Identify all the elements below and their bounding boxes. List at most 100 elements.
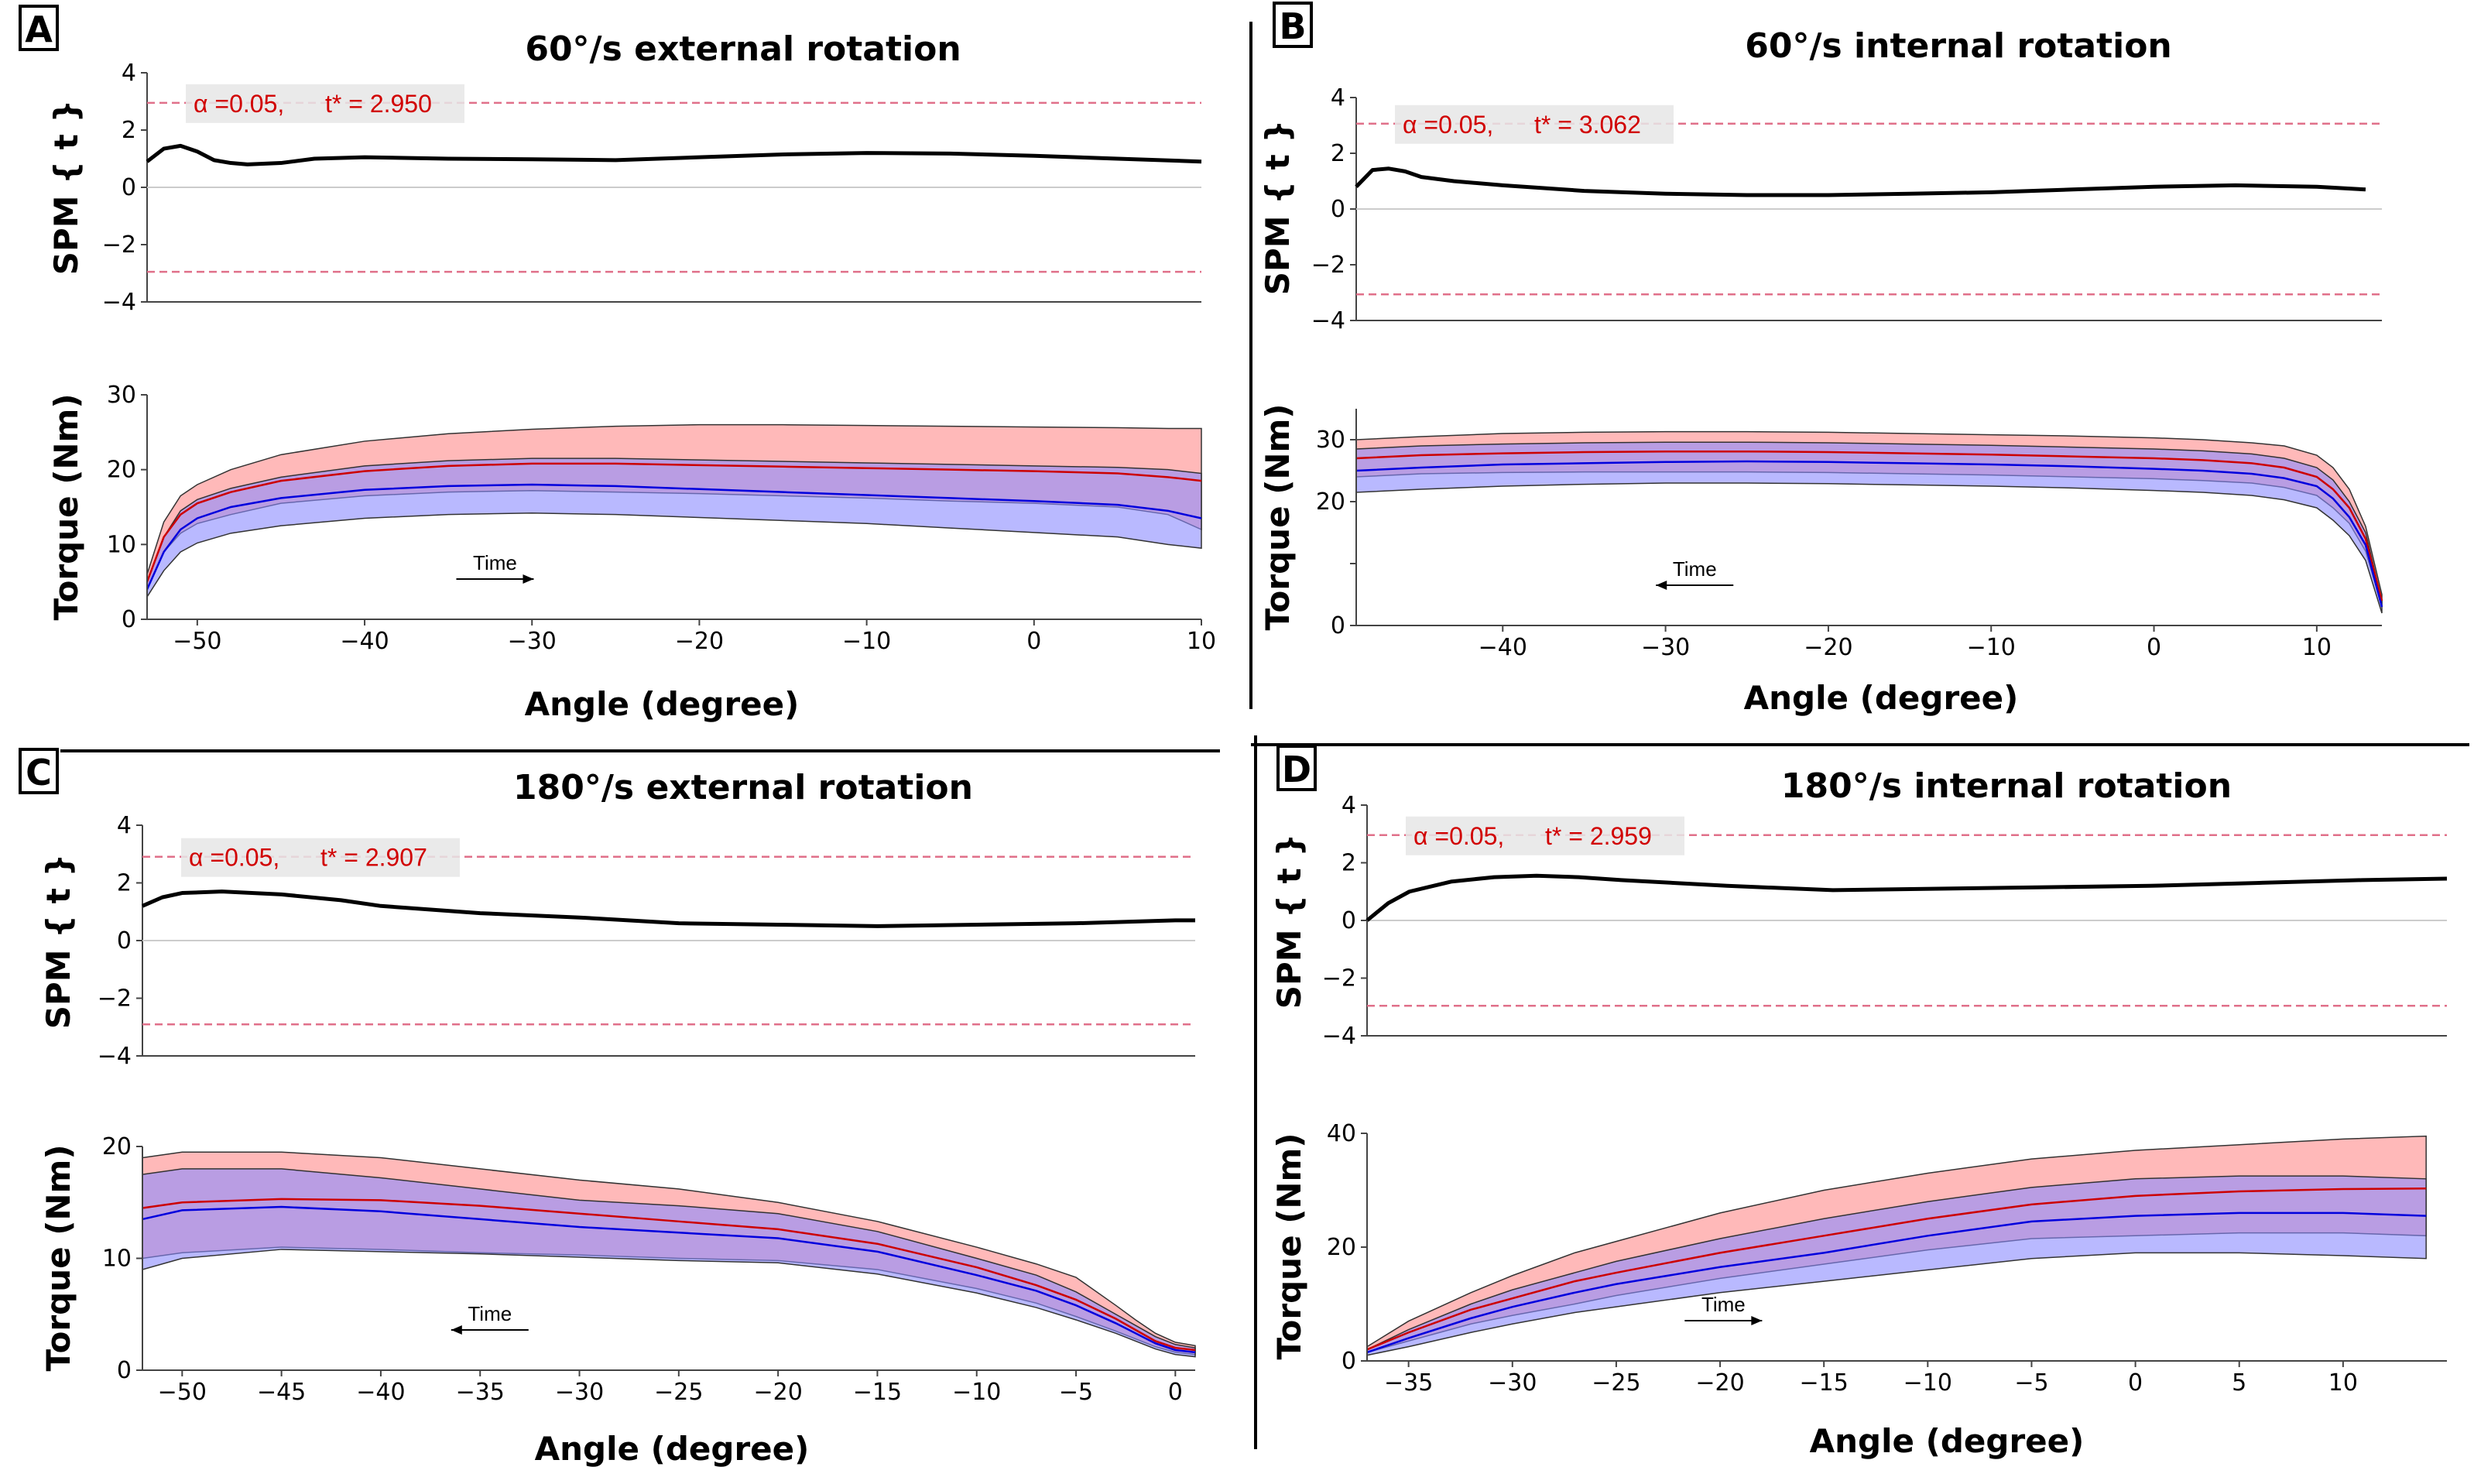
red-mean-line — [1366, 1188, 2427, 1351]
torque-x-tick-label: −40 — [340, 628, 389, 655]
time-label: Time — [473, 551, 517, 574]
torque-x-tick-label: 0 — [1026, 628, 1041, 655]
spm-y-tick-label: −2 — [1322, 965, 1356, 992]
torque-x-tick-label: −20 — [1804, 634, 1852, 661]
torque-x-tick-label: −30 — [1488, 1369, 1537, 1397]
tstar-label: t* = 2.907 — [320, 844, 427, 872]
spm-y-axis-label: SPM { t } — [39, 854, 77, 1030]
torque-y-tick-label: 20 — [1316, 488, 1345, 516]
spm-y-tick-label: 0 — [122, 174, 136, 201]
torque-x-tick-label: −40 — [1479, 634, 1527, 661]
torque-y-tick-label: 10 — [107, 531, 136, 558]
torque-x-tick-label: −45 — [257, 1379, 306, 1406]
blue-mean-line — [1355, 460, 2383, 608]
torque-y-tick-label: 20 — [107, 457, 136, 484]
torque-x-tick-label: −50 — [173, 628, 221, 655]
torque-y-tick-label: 30 — [107, 382, 136, 409]
alpha-label: α =0.05, — [1403, 111, 1493, 139]
torque-x-axis-label: Angle (degree) — [535, 1430, 810, 1468]
spm-y-tick-label: 2 — [1342, 850, 1356, 877]
time-label: Time — [1701, 1293, 1746, 1316]
torque-x-tick-label: 10 — [2328, 1369, 2358, 1397]
threshold-label-box — [1395, 105, 1674, 144]
panel-letter: D — [1282, 749, 1311, 790]
blue-mean-line — [142, 1205, 1196, 1354]
spm-y-tick-label: 2 — [1331, 140, 1345, 167]
tstar-label: t* = 2.959 — [1545, 822, 1652, 850]
spm-plot: 4 2 0 −2 −4 α =0.05, t* = 3.062 SPM { t } — [1259, 84, 2382, 334]
spm-y-axis-label: SPM { t } — [1259, 120, 1297, 296]
torque-x-tick-label: −15 — [853, 1379, 902, 1406]
alpha-label: α =0.05, — [194, 90, 284, 118]
torque-y-tick-label: 0 — [1331, 612, 1345, 639]
red-mean-line — [142, 1198, 1196, 1352]
panel-title: 180°/s internal rotation — [1781, 766, 2232, 806]
spm-y-tick-label: 4 — [122, 60, 136, 87]
time-label: Time — [468, 1302, 512, 1325]
spm-y-tick-label: 4 — [1342, 792, 1356, 819]
panel-letter-box — [1276, 745, 1317, 791]
spm-y-tick-label: −2 — [1311, 252, 1345, 279]
spm-y-tick-label: −4 — [1311, 307, 1345, 334]
spm-y-tick-label: 4 — [1331, 84, 1345, 111]
red-mean-line — [146, 462, 1202, 583]
torque-x-tick-label: −50 — [158, 1379, 207, 1406]
spm-t-curve — [142, 889, 1195, 928]
spm-y-tick-label: 4 — [117, 812, 132, 839]
spm-y-tick-label: 0 — [117, 927, 132, 954]
blue-sd-band — [1355, 441, 2383, 614]
spm-y-tick-label: −2 — [98, 985, 132, 1013]
blue-mean-line — [1366, 1212, 2427, 1354]
spm-y-tick-label: 0 — [1331, 196, 1345, 223]
torque-y-tick-label: 10 — [102, 1246, 132, 1273]
torque-x-axis-label: Angle (degree) — [1744, 679, 2019, 717]
torque-x-tick-label: −25 — [654, 1379, 703, 1406]
spm-plot: 4 2 0 −2 −4 α =0.05, t* = 2.907 SPM { t } — [39, 812, 1195, 1070]
torque-y-tick-label: 0 — [1342, 1348, 1356, 1375]
panel-letter: A — [25, 9, 53, 50]
blue-sd-band — [142, 1168, 1196, 1358]
spm-y-tick-label: 0 — [1342, 907, 1356, 934]
spm-plot: 4 2 0 −2 −4 α =0.05, t* = 2.959 SPM { t } — [1270, 792, 2448, 1050]
panel-letter-box — [19, 5, 59, 51]
red-mean-line — [1355, 450, 2383, 601]
torque-x-tick-label: −10 — [952, 1379, 1001, 1406]
torque-x-tick-label: −20 — [675, 628, 724, 655]
torque-x-tick-label: −20 — [1695, 1369, 1744, 1397]
spm-t-curve — [1355, 166, 2366, 197]
spm-t-curve — [1365, 873, 2448, 922]
torque-y-tick-label: 0 — [122, 606, 136, 633]
torque-plot: 0 10 20 30 −50 −40 −30 −20 −10 0 10 Time Torque (Nm)… — [47, 382, 1216, 723]
torque-plot: 0 20 40 −35 −30 −25 −20 −15 −10 −5 0 5 10 Time Torque … — [1270, 1120, 2447, 1460]
blue-sd-band — [1366, 1175, 2427, 1356]
threshold-label-box — [186, 84, 464, 123]
torque-x-tick-label: −35 — [1384, 1369, 1433, 1397]
torque-x-tick-label: −30 — [555, 1379, 604, 1406]
torque-x-tick-label: −25 — [1592, 1369, 1640, 1397]
torque-x-axis-label: Angle (degree) — [525, 685, 800, 723]
panel-title: 60°/s internal rotation — [1745, 26, 2172, 66]
spm-y-tick-label: −4 — [102, 289, 136, 316]
spm-y-tick-label: 2 — [117, 870, 132, 897]
alpha-label: α =0.05, — [189, 844, 279, 872]
torque-x-tick-label: −10 — [1903, 1369, 1952, 1397]
torque-y-axis-label: Torque (Nm) — [47, 393, 85, 620]
torque-y-axis-label: Torque (Nm) — [1259, 403, 1297, 630]
torque-y-axis-label: Torque (Nm) — [1270, 1133, 1308, 1359]
time-arrow-head — [1656, 581, 1667, 590]
alpha-label: α =0.05, — [1413, 822, 1504, 850]
torque-x-tick-label: 10 — [2302, 634, 2332, 661]
torque-x-tick-label: −30 — [508, 628, 557, 655]
torque-x-tick-label: −10 — [1967, 634, 2016, 661]
panel-letter: B — [1279, 5, 1306, 47]
torque-y-tick-label: 20 — [102, 1133, 132, 1160]
panel-letter-box — [19, 748, 59, 794]
torque-x-tick-label: −10 — [842, 628, 891, 655]
torque-y-tick-label: 30 — [1316, 427, 1345, 454]
